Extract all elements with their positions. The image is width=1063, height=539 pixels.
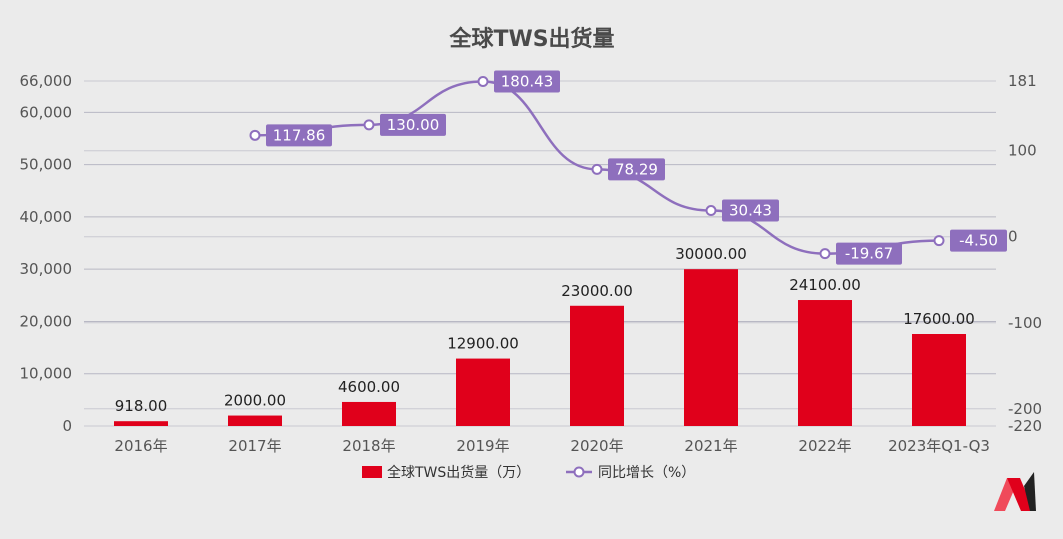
bar[interactable] [798, 300, 852, 426]
line-value-label: 30.43 [729, 202, 772, 220]
line-point[interactable] [477, 75, 489, 87]
left-tick-label: 40,000 [20, 208, 73, 226]
line-point[interactable] [933, 235, 945, 247]
legend[interactable]: 全球TWS出货量（万） 同比增长（%） [362, 464, 695, 481]
left-tick-label: 10,000 [20, 365, 73, 383]
bar-value-label: 2000.00 [224, 392, 286, 410]
right-tick-label: 0 [1008, 228, 1018, 246]
brand-logo-icon [994, 472, 1036, 511]
x-tick-label: 2016年 [114, 437, 167, 455]
right-tick-label: -220 [1008, 417, 1042, 435]
bar-value-label: 4600.00 [338, 378, 400, 396]
x-tick-label: 2022年 [798, 437, 851, 455]
right-axis: -220-200 -100 0 100 181 [1008, 72, 1042, 435]
line-value-label: 78.29 [615, 160, 658, 178]
line-point[interactable] [819, 248, 831, 260]
line-value-label: -19.67 [845, 245, 893, 263]
bar-value-label: 918.00 [115, 397, 168, 415]
line-point[interactable] [249, 129, 261, 141]
bar-value-label: 24100.00 [789, 276, 861, 294]
bar[interactable] [114, 421, 168, 426]
left-tick-label: 30,000 [20, 260, 73, 278]
line-value-badge [380, 113, 446, 136]
bar[interactable] [342, 401, 396, 426]
line-point[interactable] [591, 163, 603, 175]
line-value-badge [266, 124, 332, 147]
x-tick-label: 2020年 [570, 437, 623, 455]
line-value-badge [608, 158, 665, 181]
left-tick-label: 60,000 [20, 103, 73, 121]
legend-line-label: 同比增长（%） [598, 465, 695, 481]
left-tick-label: 0 [62, 417, 72, 435]
line-value-label: 130.00 [387, 116, 440, 134]
bar-value-label: 30000.00 [675, 245, 747, 263]
left-axis: 0 10,000 20,000 30,000 40,000 50,000 60,000 66,… [20, 72, 73, 435]
line-value-label: -4.50 [959, 232, 998, 250]
x-tick-label: 2018年 [342, 437, 395, 455]
x-tick-label: 2017年 [228, 437, 281, 455]
bar-value-label: 12900.00 [447, 335, 519, 353]
right-tick-label: -100 [1008, 314, 1042, 332]
bar[interactable] [456, 358, 510, 426]
bar[interactable] [684, 269, 738, 426]
bar[interactable] [912, 334, 966, 426]
x-axis: 2016年 2017年 2018年 2019年 2020年 2021年 2022年 2023年… [114, 437, 990, 455]
bar-value-label: 23000.00 [561, 282, 633, 300]
bar[interactable] [570, 305, 624, 426]
bar-value-label: 17600.00 [903, 310, 975, 328]
line-value-badge [722, 199, 779, 222]
x-tick-label: 2023年Q1-Q3 [888, 437, 990, 455]
bar-series: 918.00 2000.00 4600.00 12900.00 23000.00 3000… [114, 245, 975, 426]
chart-title: 全球TWS出货量 [448, 26, 614, 52]
line-value-label: 117.86 [273, 126, 326, 144]
right-tick-label: 181 [1008, 72, 1037, 90]
bar[interactable] [228, 415, 282, 426]
left-tick-label: 66,000 [20, 72, 73, 90]
legend-line-marker [573, 466, 585, 478]
line-value-badge [836, 242, 902, 265]
x-tick-label: 2019年 [456, 437, 509, 455]
line-point[interactable] [363, 119, 375, 131]
line-series: 117.86 130.00 180.43 78.29 30.43 -19.67 -4.50 [249, 70, 1007, 265]
right-tick-label: 100 [1008, 142, 1037, 160]
line-point[interactable] [705, 205, 717, 217]
left-tick-label: 50,000 [20, 156, 73, 174]
legend-bar-swatch [362, 466, 382, 478]
legend-bar-label: 全球TWS出货量（万） [387, 464, 530, 481]
left-tick-label: 20,000 [20, 312, 73, 330]
line-value-label: 180.43 [501, 72, 554, 90]
x-tick-label: 2021年 [684, 437, 737, 455]
right-tick-label: -200 [1008, 400, 1042, 418]
line-value-badge [950, 229, 1007, 252]
line-value-badge [494, 70, 560, 93]
